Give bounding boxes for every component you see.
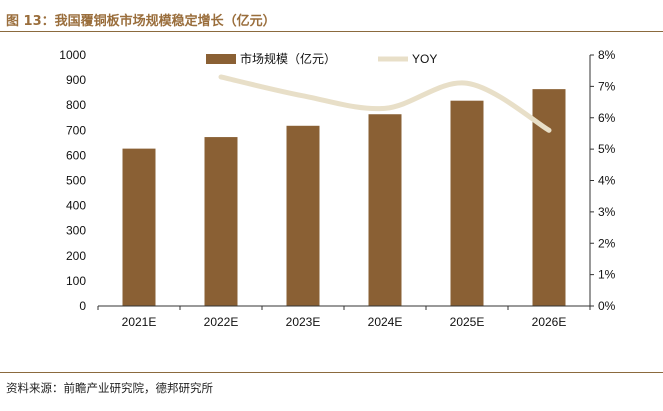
bar <box>450 100 484 306</box>
left-tick-label: 900 <box>66 73 86 87</box>
left-tick-label: 100 <box>66 274 86 288</box>
figure-title: 图 13：我国覆铜板市场规模稳定增长（亿元） <box>6 14 276 29</box>
bar <box>122 148 156 306</box>
left-tick-label: 700 <box>66 123 86 137</box>
right-tick-label: 8% <box>598 48 616 62</box>
left-tick-label: 500 <box>66 174 86 188</box>
legend: 市场规模（亿元） YOY <box>206 51 437 66</box>
bar-series <box>122 89 566 307</box>
left-tick-label: 800 <box>66 98 86 112</box>
x-tick-label: 2024E <box>368 315 403 329</box>
yoy-line <box>218 74 552 133</box>
left-tick-label: 200 <box>66 249 86 263</box>
legend-label-bar: 市场规模（亿元） <box>240 51 336 66</box>
x-tick-label: 2021E <box>122 315 157 329</box>
left-tick-label: 600 <box>66 148 86 162</box>
title-rule <box>0 31 663 32</box>
x-tick-label: 2023E <box>286 315 321 329</box>
combo-chart: 0 100 200 300 400 500 600 700 800 900 1000 0% 1% 2% 3… <box>59 48 616 329</box>
right-tick-label: 6% <box>598 111 616 125</box>
right-tick-label: 4% <box>598 174 616 188</box>
right-axis: 0% 1% 2% 3% 4% 5% 6% 7% 8% <box>590 48 616 313</box>
left-tick-label: 0 <box>79 299 86 313</box>
left-tick-label: 400 <box>66 199 86 213</box>
left-axis: 0 100 200 300 400 500 600 700 800 900 1000 <box>59 48 86 313</box>
bar <box>204 137 238 306</box>
yoy-series <box>218 74 552 133</box>
source-note: 资料来源：前瞻产业研究院，德邦研究所 <box>6 381 213 395</box>
legend-label-line: YOY <box>412 52 437 66</box>
x-tick-label: 2022E <box>204 315 239 329</box>
x-axis: 2021E 2022E 2023E 2024E 2025E 2026E <box>97 306 591 329</box>
left-tick-label: 300 <box>66 224 86 238</box>
bar <box>368 114 402 307</box>
bar <box>286 125 320 306</box>
right-tick-label: 0% <box>598 299 616 313</box>
x-tick-label: 2026E <box>532 315 567 329</box>
right-tick-label: 7% <box>598 79 616 93</box>
source-rule <box>0 372 663 373</box>
x-tick-label: 2025E <box>450 315 485 329</box>
right-tick-label: 1% <box>598 268 616 282</box>
right-tick-label: 5% <box>598 142 616 156</box>
left-tick-label: 1000 <box>59 48 86 62</box>
right-tick-label: 2% <box>598 236 616 250</box>
right-tick-label: 3% <box>598 205 616 219</box>
legend-swatch-bar <box>206 54 236 64</box>
